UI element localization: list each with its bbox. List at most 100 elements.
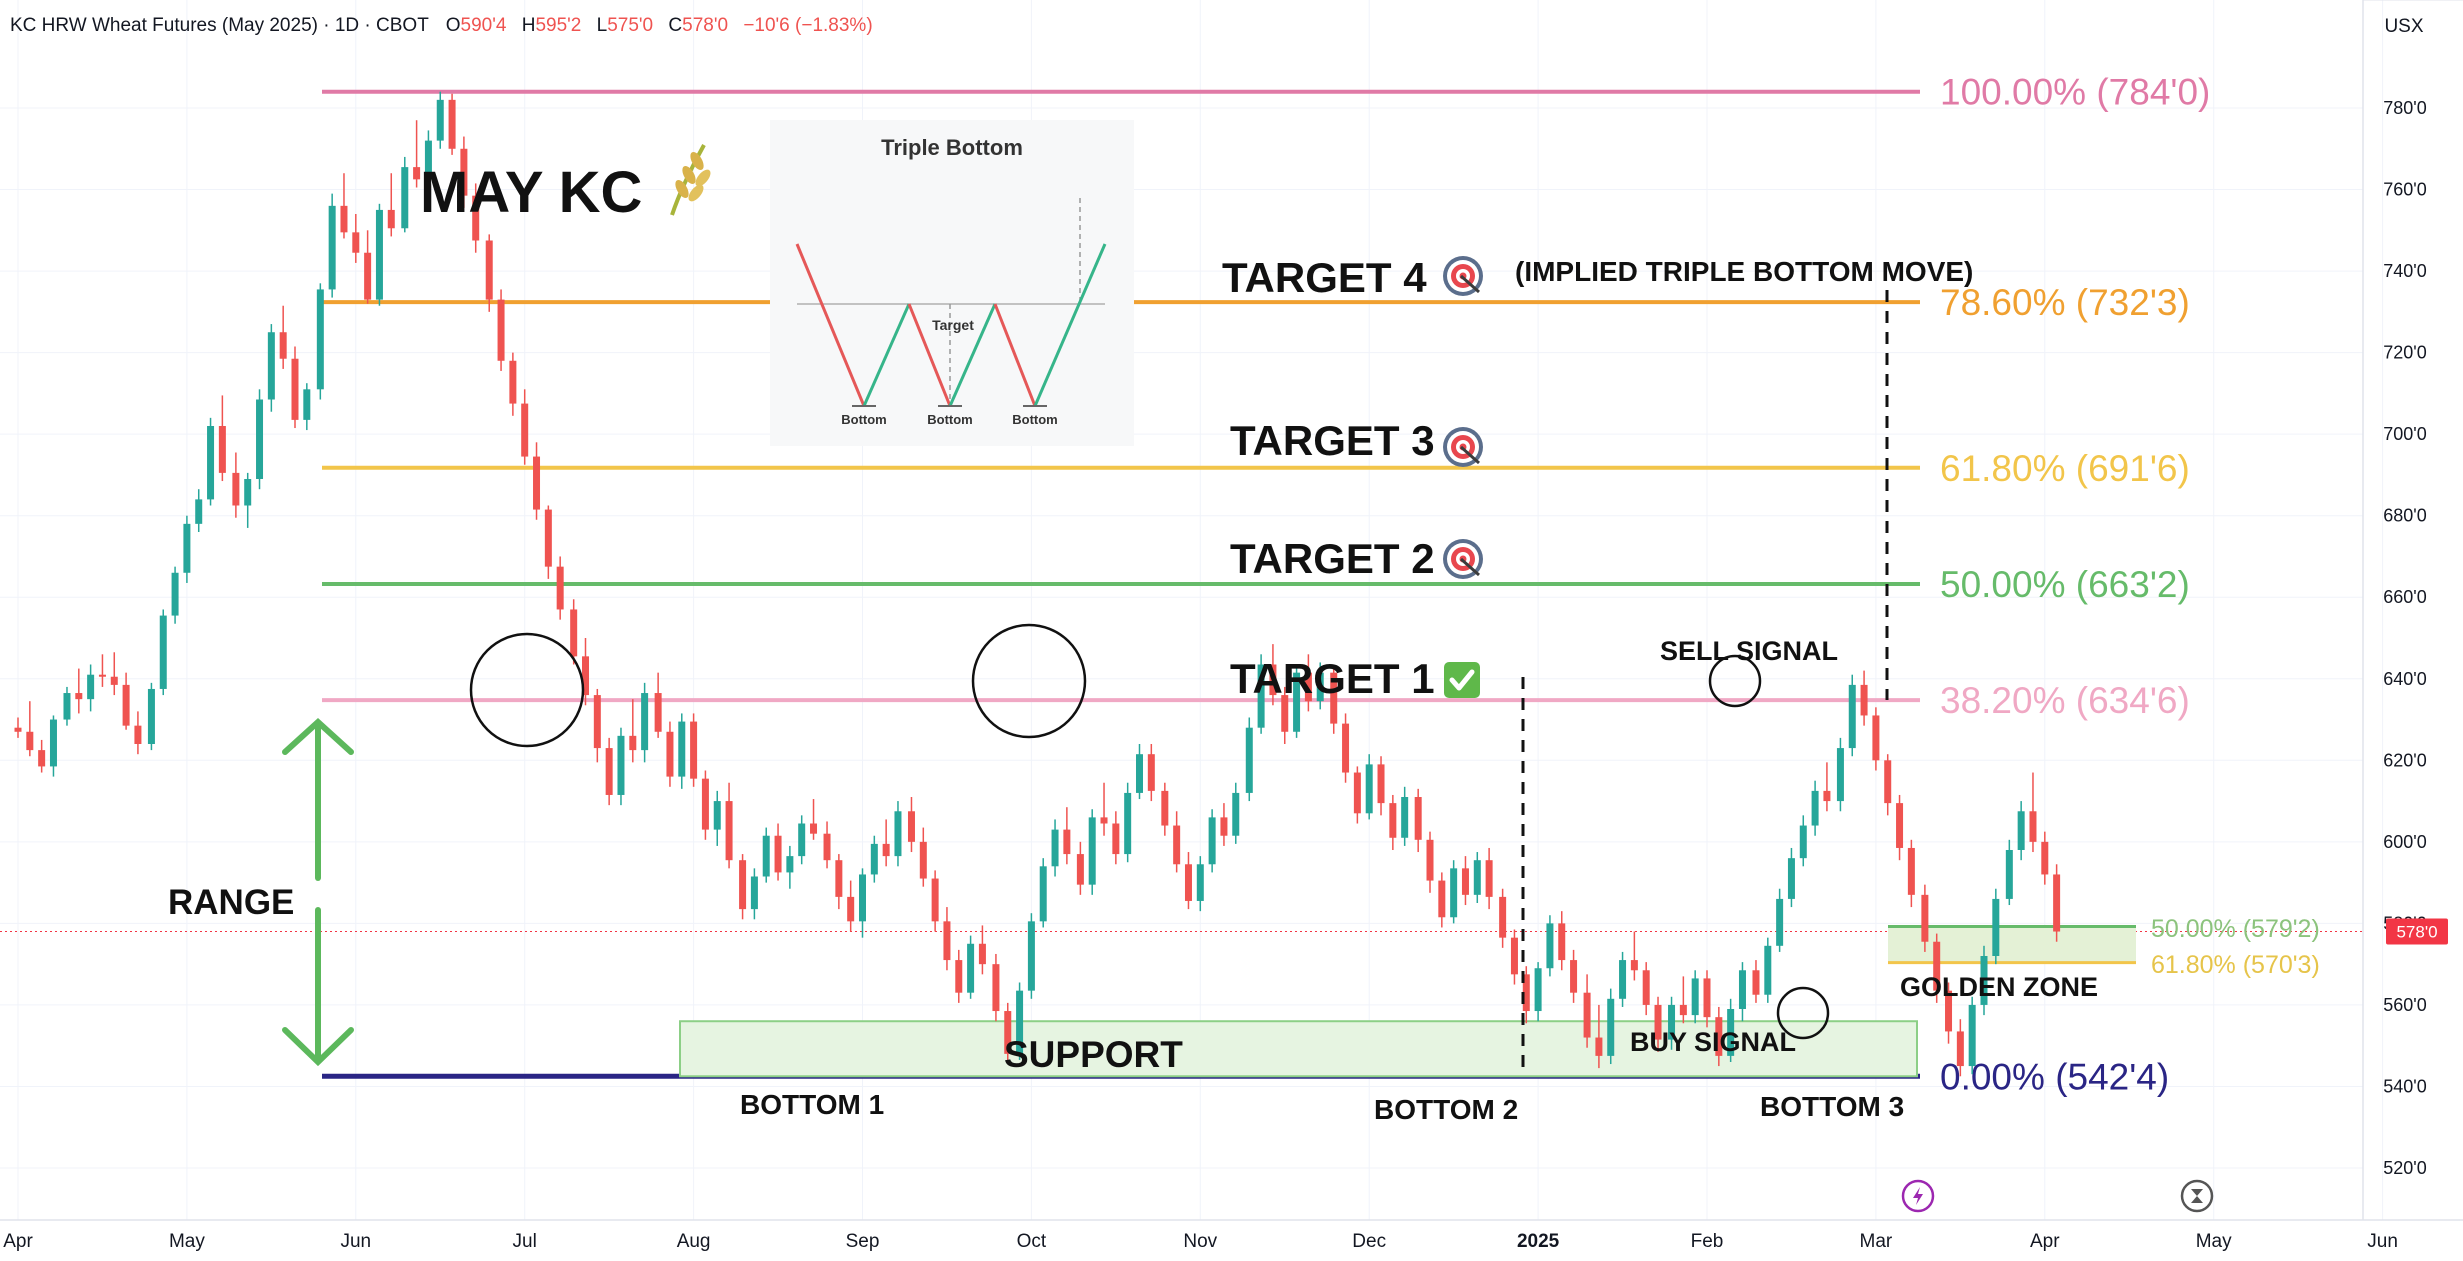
candle <box>1896 794 1904 861</box>
candle <box>847 880 855 932</box>
candle <box>448 93 456 155</box>
x-tick-label: 2025 <box>1517 1231 1560 1252</box>
candle <box>870 835 878 883</box>
candle <box>725 782 733 869</box>
bottom-3-label: BOTTOM 3 <box>1760 1091 1904 1122</box>
close-value: 578'0 <box>682 15 728 36</box>
inset-down-leg <box>907 303 952 407</box>
candle <box>1558 911 1566 971</box>
x-tick-label: Jun <box>340 1231 371 1252</box>
fib-label: 78.60% (732'3) <box>1940 282 2190 323</box>
last-price-tag <box>2386 918 2448 945</box>
candle <box>436 91 444 149</box>
check-icon <box>1444 662 1480 698</box>
candle <box>2029 772 2037 853</box>
inset-down-leg <box>795 243 866 407</box>
resistance-circle <box>971 623 1087 739</box>
y-tick-label: 780'0 <box>2383 98 2426 118</box>
candle <box>1426 831 1434 893</box>
candle <box>110 652 118 696</box>
inset-down-leg <box>993 303 1037 407</box>
fib-label: 0.00% (542'4) <box>1940 1056 2169 1097</box>
candle <box>134 711 142 755</box>
candle <box>509 352 517 416</box>
y-tick-label: 720'0 <box>2383 343 2426 363</box>
candle <box>1147 744 1155 802</box>
candle <box>894 801 902 867</box>
target-icon <box>1443 256 1483 296</box>
candle <box>1365 754 1373 820</box>
candle <box>1799 815 1807 867</box>
candle <box>1039 858 1047 928</box>
candle <box>387 173 395 237</box>
lightning-icon[interactable] <box>1901 1179 1935 1213</box>
low-value: 575'0 <box>607 15 653 36</box>
inset-up-leg <box>948 303 997 407</box>
candle <box>1836 737 1844 812</box>
candle <box>582 638 590 706</box>
candle <box>1787 847 1795 908</box>
fib-label: 100.00% (784'0) <box>1940 72 2210 113</box>
candle <box>798 815 806 865</box>
candle <box>978 925 986 975</box>
candle <box>1330 664 1338 734</box>
fib-label: 38.20% (634'6) <box>1940 680 2190 721</box>
x-tick-label: Sep <box>846 1231 880 1252</box>
candle <box>1304 654 1312 712</box>
currency-label: USX <box>2384 16 2423 37</box>
candle <box>1196 856 1204 912</box>
candle <box>1607 988 1615 1065</box>
candle <box>629 699 637 763</box>
support-label: SUPPORT <box>1004 1034 1183 1075</box>
wheat-icon <box>670 144 711 216</box>
candle <box>1401 786 1409 846</box>
candle <box>413 120 421 188</box>
candle <box>1583 974 1591 1048</box>
candle <box>2053 864 2061 942</box>
candle <box>244 472 252 528</box>
candle <box>1534 962 1542 1022</box>
candle <box>1872 707 1880 771</box>
candle <box>401 156 409 233</box>
inset-bottom-label: Bottom <box>927 412 973 427</box>
candle <box>1220 803 1228 846</box>
time-axis[interactable]: Apr May Jun Jul Aug Sep Oct Nov Dec 2025 Feb Mar Apr… <box>3 1231 2398 1252</box>
candle <box>859 868 866 938</box>
candle <box>739 854 747 920</box>
candle <box>1232 782 1240 844</box>
candle <box>1968 996 1976 1075</box>
candle <box>1353 766 1361 824</box>
candle <box>1485 847 1493 910</box>
price-axis[interactable]: 520'0540'0560'0580'0600'0620'0640'0660'0… <box>2383 98 2448 1178</box>
candle <box>1269 644 1277 706</box>
golden-zone-lower-label: 61.80% (570'3) <box>2151 951 2320 979</box>
x-tick-label: Feb <box>1691 1231 1724 1252</box>
candle <box>460 136 468 208</box>
y-tick-label: 540'0 <box>2383 1076 2426 1096</box>
candle <box>218 395 226 482</box>
candle <box>931 870 939 932</box>
candle <box>375 203 383 306</box>
candle <box>1124 782 1132 863</box>
target-icon <box>1443 427 1483 467</box>
candle <box>1510 929 1518 985</box>
replay-icon[interactable] <box>2180 1179 2214 1213</box>
candle <box>1715 1006 1723 1067</box>
symbol-name: KC HRW Wheat Futures (May 2025) · 1D · C… <box>10 15 429 36</box>
y-tick-label: 760'0 <box>2383 180 2426 200</box>
candle <box>303 383 311 431</box>
candle <box>195 489 203 532</box>
open-value: 590'4 <box>461 15 507 36</box>
candle <box>1823 762 1831 812</box>
target-1-label: TARGET 1 <box>1230 655 1435 702</box>
candle <box>1088 809 1096 895</box>
title-text: MAY KC <box>420 160 642 225</box>
candle <box>919 827 927 887</box>
fib-label: 61.80% (691'6) <box>1940 448 2190 489</box>
candle <box>1100 782 1108 836</box>
candle <box>1642 962 1650 1016</box>
last-price-label: 578'0 <box>2396 923 2437 942</box>
candle <box>75 668 83 714</box>
resistance-circle <box>469 632 585 748</box>
